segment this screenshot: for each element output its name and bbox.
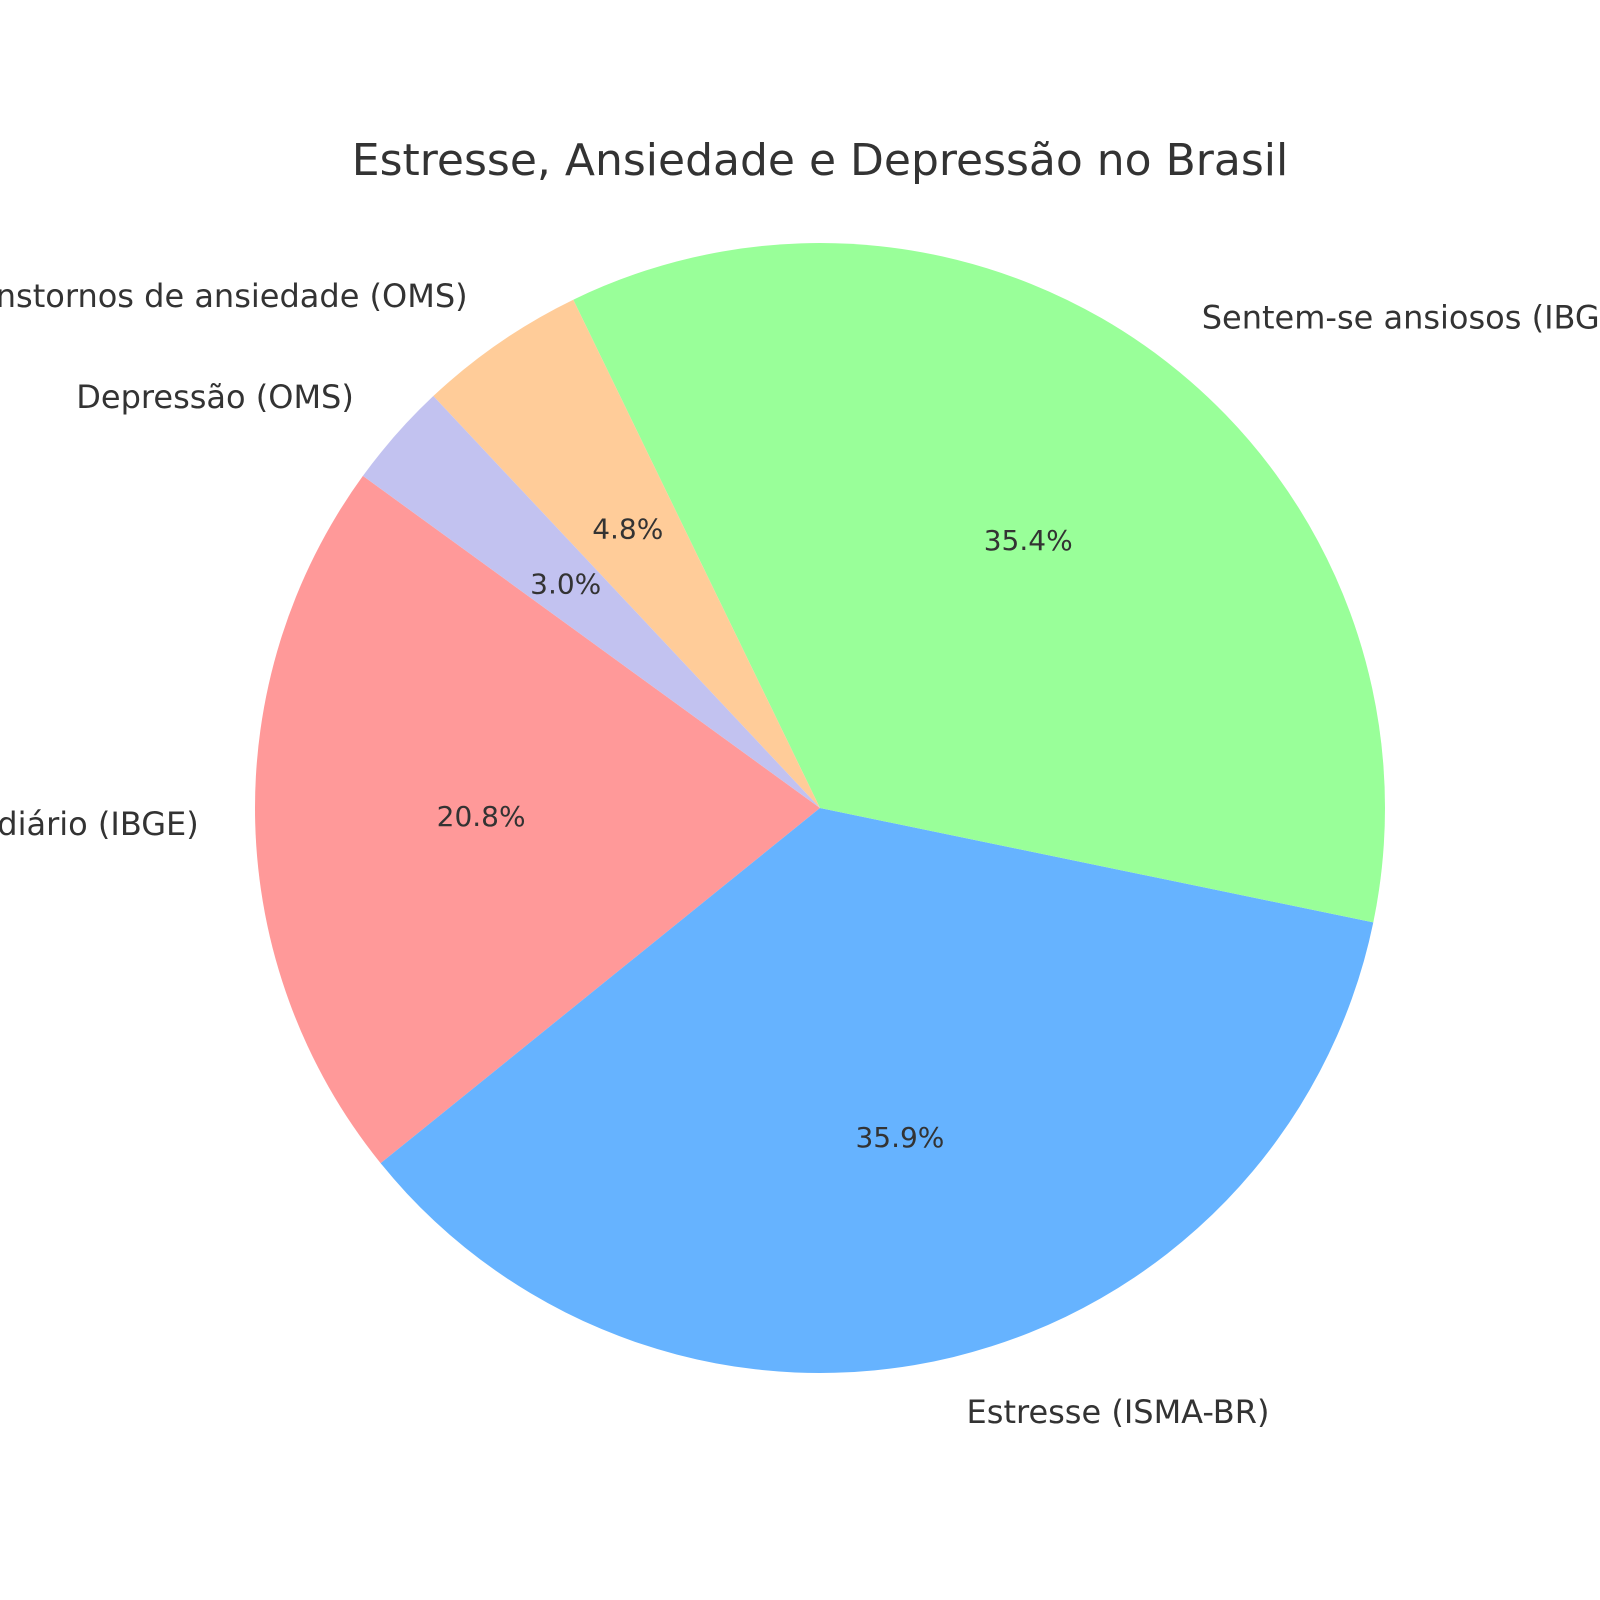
slice-category-label: Depressão (OMS) <box>76 378 354 416</box>
pie-slice <box>380 808 1374 1373</box>
pie-slice <box>573 243 1385 923</box>
slice-percent-label: 4.8% <box>592 512 663 545</box>
slice-category-label: Sentem-se ansiosos (IBGE) <box>1202 299 1600 337</box>
slice-category-label: Sofrem estresse diário (IBGE) <box>0 805 199 843</box>
chart-title: Estresse, Ansiedade e Depressão no Brasi… <box>352 135 1288 186</box>
slice-percent-label: 20.8% <box>437 800 526 833</box>
slice-percent-label: 3.0% <box>530 567 601 600</box>
pie-slice <box>255 475 821 1164</box>
slice-category-label: Transtornos de ansiedade (OMS) <box>0 277 468 315</box>
pie-slice <box>362 396 820 808</box>
slice-category-label: Estresse (ISMA-BR) <box>967 1393 1270 1431</box>
pie-labels: 20.8% Sofrem estresse diário (IBGE) 35.9% E… <box>0 277 1600 1431</box>
slice-percent-label: 35.4% <box>984 524 1073 557</box>
pie-slices <box>255 243 1385 1373</box>
pie-slice <box>433 299 820 808</box>
slice-percent-label: 35.9% <box>855 1121 944 1154</box>
